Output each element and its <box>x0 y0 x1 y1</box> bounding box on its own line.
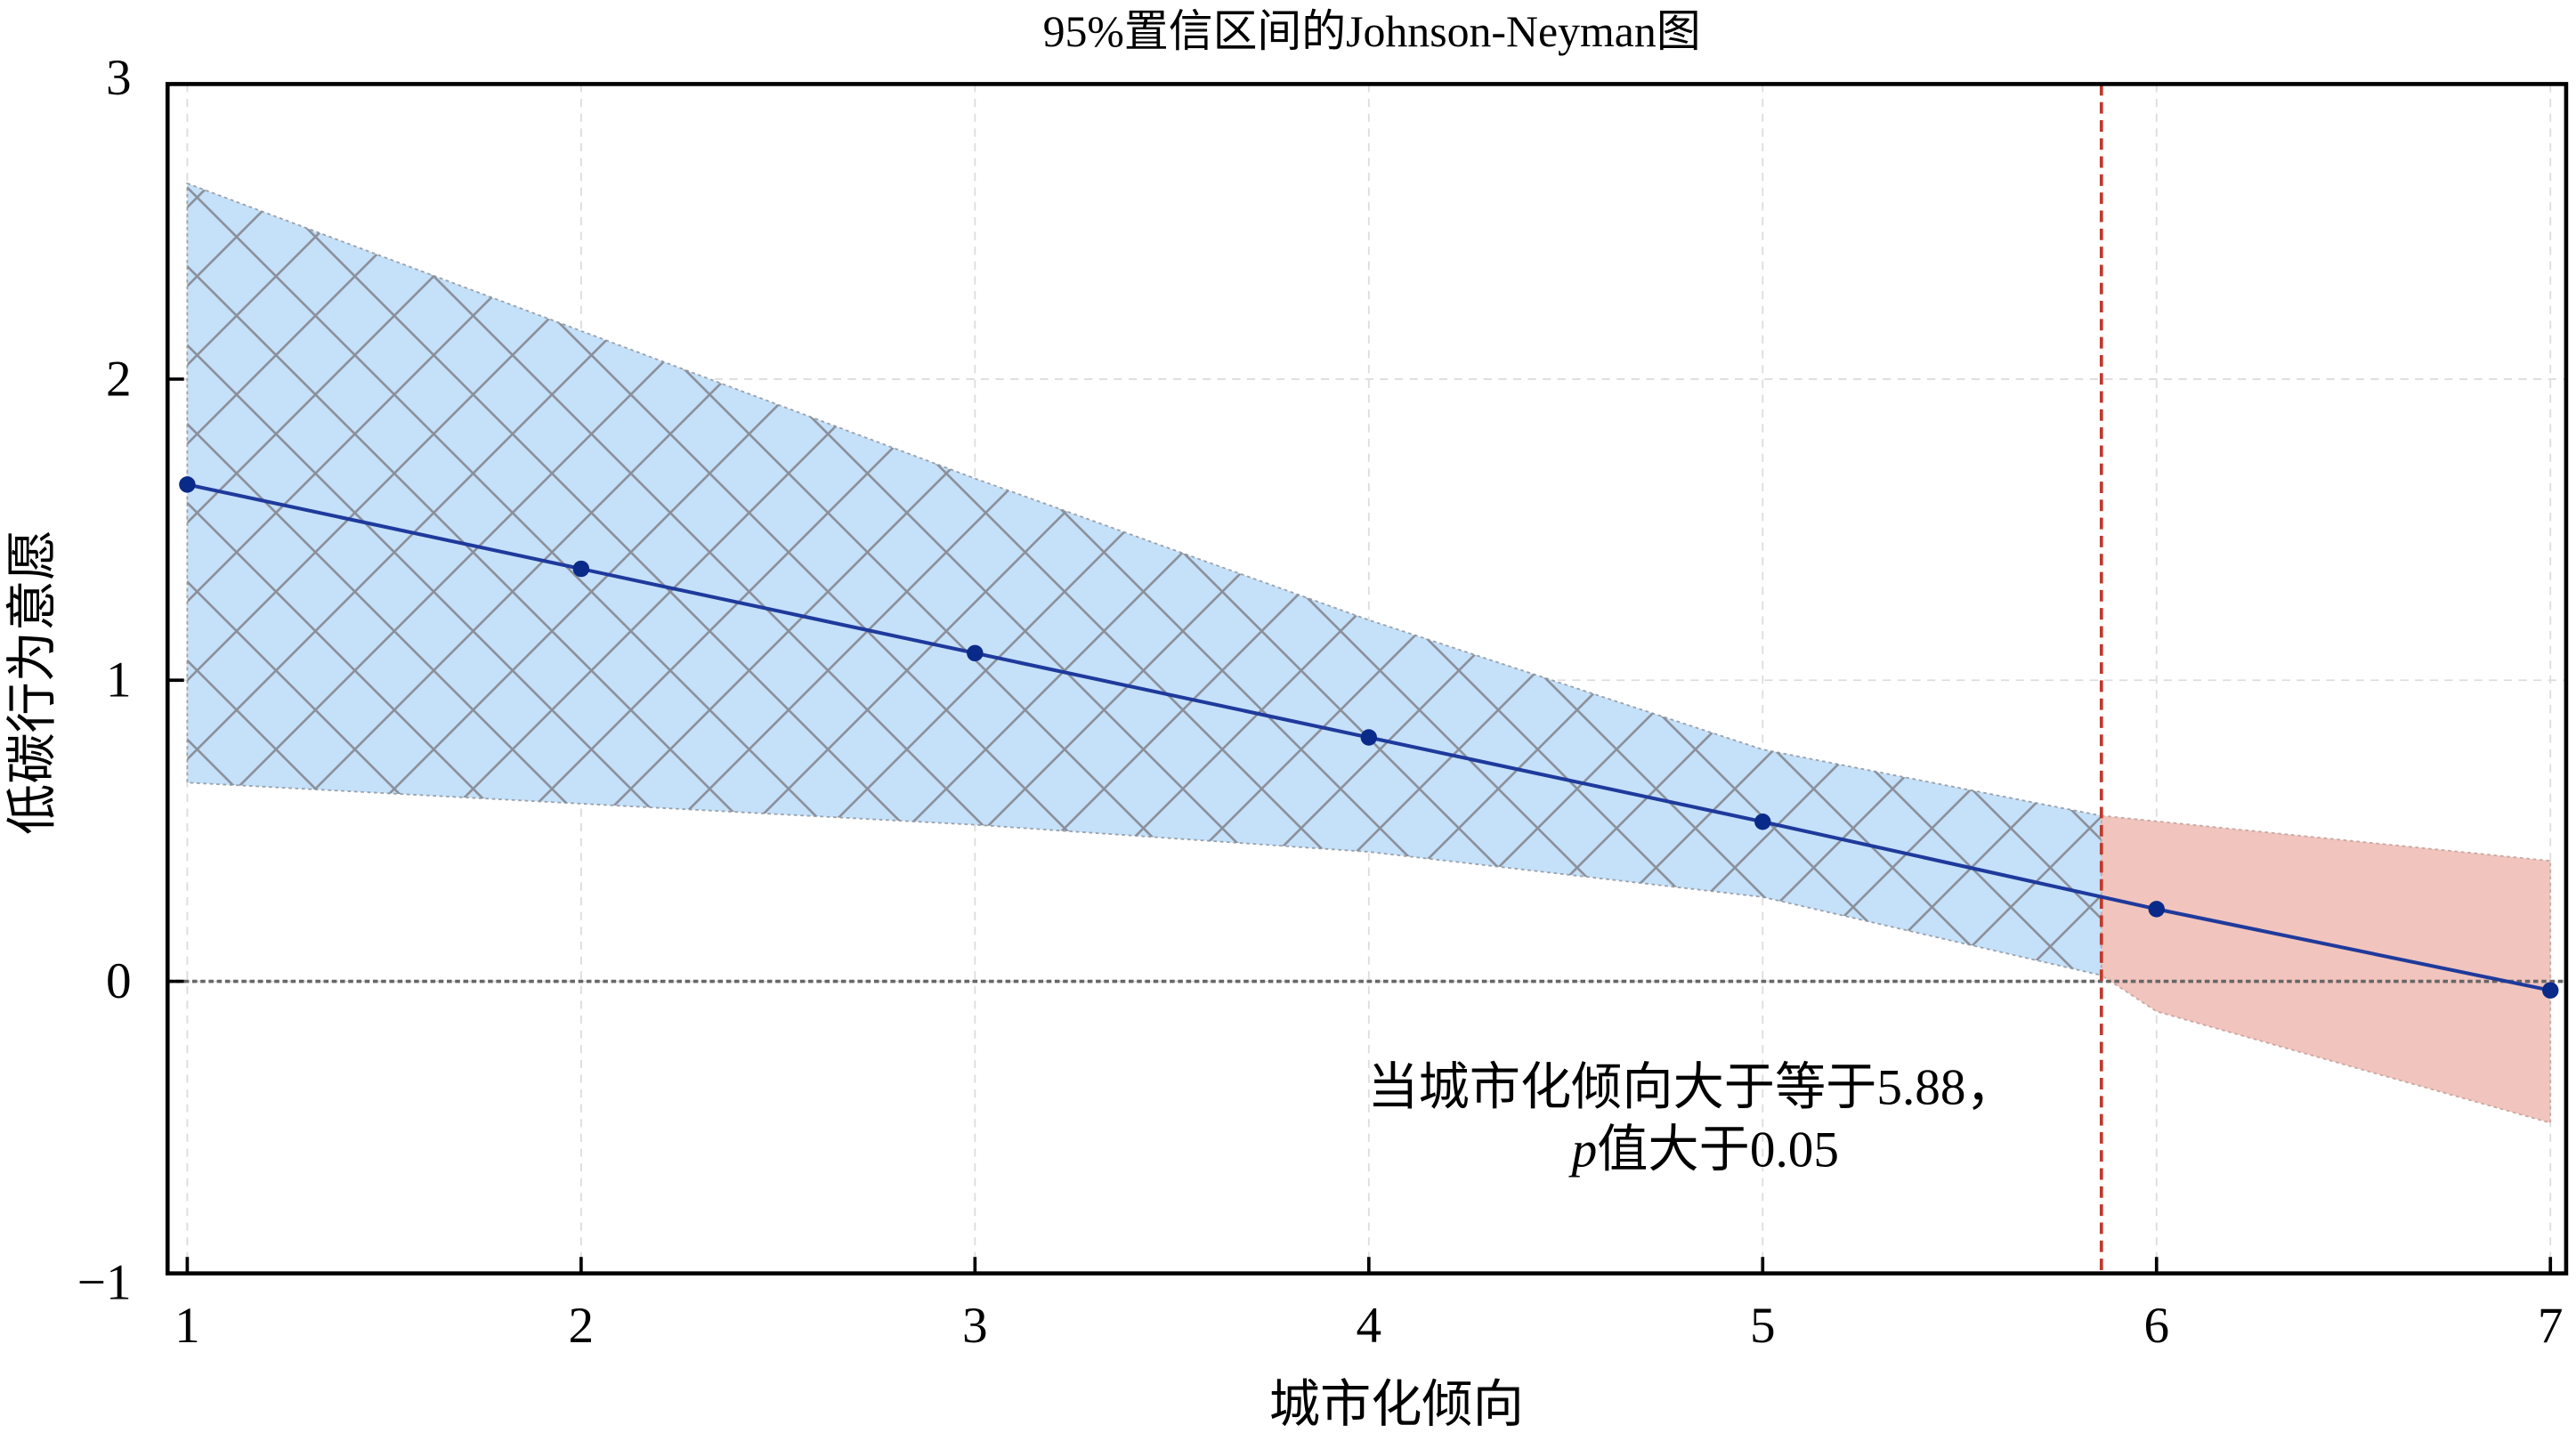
y-tick-label: 2 <box>106 351 132 407</box>
x-tick-label: 5 <box>1750 1298 1776 1354</box>
x-tick-label: 6 <box>2143 1298 2169 1354</box>
data-point <box>2541 982 2559 999</box>
x-axis-label: 城市化倾向 <box>1269 1377 1524 1433</box>
x-tick-label: 1 <box>174 1298 200 1354</box>
data-point <box>179 476 196 493</box>
y-tick-label: −1 <box>77 1254 132 1310</box>
data-point <box>572 560 590 578</box>
nonsignificant-ci-band <box>2100 814 2552 1124</box>
y-tick-label: 1 <box>106 652 132 708</box>
series <box>167 84 2566 1274</box>
y-tick-label: 0 <box>106 953 132 1009</box>
y-tick-label: 3 <box>106 50 132 106</box>
annotation-line2: p值大于0.05 <box>1568 1122 1839 1178</box>
x-tick-label: 7 <box>2538 1298 2564 1354</box>
data-point <box>1360 729 1378 746</box>
data-point <box>967 644 984 662</box>
x-tick-label: 3 <box>962 1298 988 1354</box>
annotation-text: 值大于0.05 <box>1597 1122 1839 1178</box>
confidence-bands <box>186 182 2552 1124</box>
chart-title: 95%置信区间的Johnson-Neyman图 <box>1043 7 1701 56</box>
x-tick-label: 4 <box>1356 1298 1381 1354</box>
y-axis-label: 低碳行为意愿 <box>4 530 61 835</box>
x-tick-label: 2 <box>569 1298 595 1354</box>
annotation-line1: 当城市化倾向大于等于5.88， <box>1367 1060 2016 1116</box>
significant-band-hatch <box>187 183 2102 976</box>
annotation-p: p <box>1568 1122 1598 1178</box>
data-point <box>1754 814 1771 830</box>
axis-ticks: 1 2 3 4 5 6 7 −1 0 1 2 3 <box>77 50 2564 1354</box>
data-point <box>2148 901 2165 918</box>
